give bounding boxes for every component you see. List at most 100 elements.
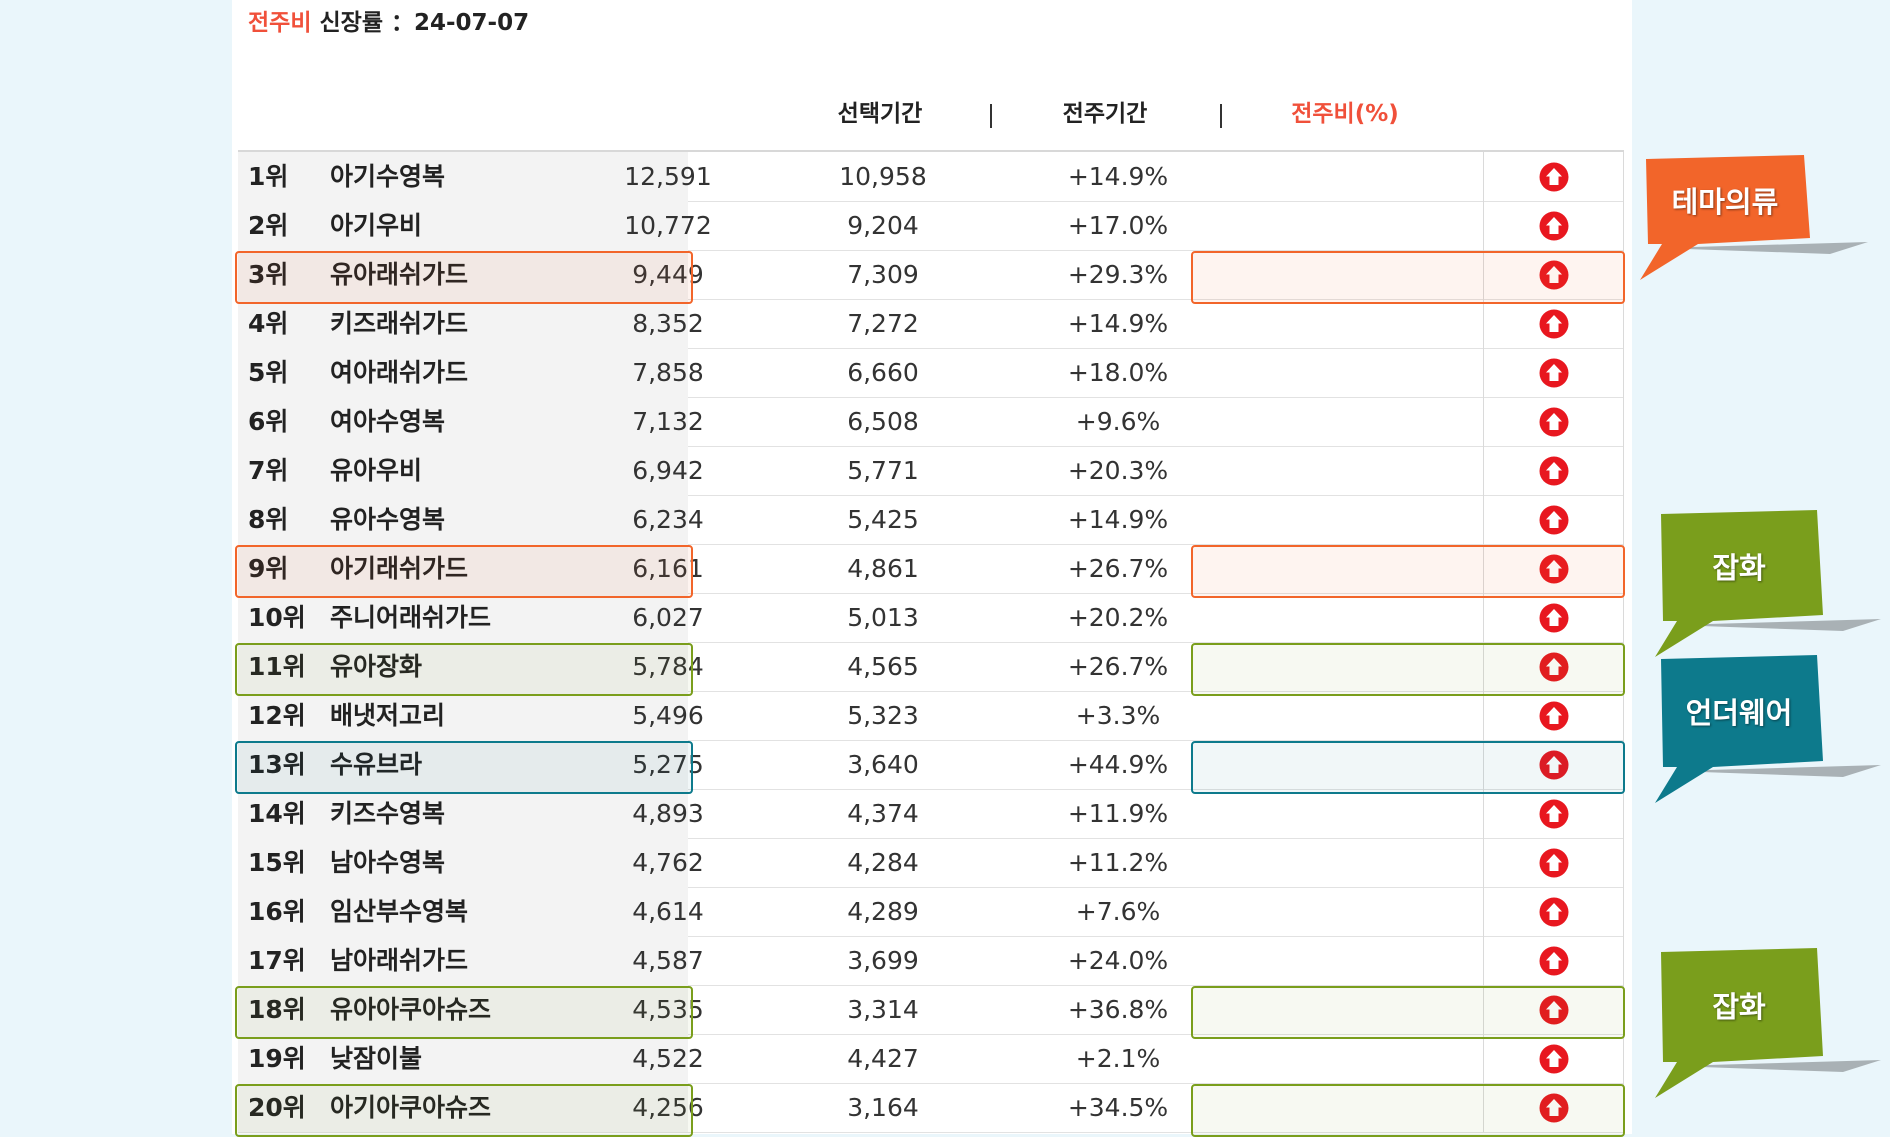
previous-period-value: 10,958	[839, 162, 927, 191]
previous-period-value: 3,314	[847, 995, 919, 1024]
column-divider	[1483, 544, 1484, 593]
week-ratio-value: +14.9%	[1067, 505, 1169, 534]
table-row[interactable]: 10위 주니어래쉬가드 6,027 5,013 +20.2%	[238, 593, 1624, 643]
table-row[interactable]: 7위 유아우비 6,942 5,771 +20.3%	[238, 446, 1624, 496]
highlight-box-ratio	[1191, 741, 1625, 794]
keyword-name[interactable]: 여아래쉬가드	[330, 358, 469, 387]
keyword-name[interactable]: 주니어래쉬가드	[330, 603, 492, 632]
column-header-ratio[interactable]: 전주비(%)	[1291, 101, 1399, 127]
arrow-up-icon	[1539, 897, 1569, 927]
week-ratio-value: +14.9%	[1067, 309, 1169, 338]
table-row[interactable]: 16위 임산부수영복 4,614 4,289 +7.6%	[238, 887, 1624, 937]
keyword-name[interactable]: 남아래쉬가드	[330, 946, 469, 975]
selected-period-value: 4,762	[632, 848, 704, 877]
table-row[interactable]: 1위 아기수영복 12,591 10,958 +14.9%	[238, 152, 1624, 202]
highlight-box-keyword	[235, 545, 693, 598]
previous-period-value: 5,771	[847, 456, 919, 485]
arrow-up-icon	[1539, 407, 1569, 437]
arrow-up-icon	[1539, 211, 1569, 241]
selected-period-value: 12,591	[624, 162, 712, 191]
previous-period-value: 4,374	[847, 799, 919, 828]
previous-period-value: 6,508	[847, 407, 919, 436]
speech-bubble-shape	[1655, 655, 1881, 803]
keyword-name[interactable]: 여아수영복	[330, 407, 446, 436]
keyword-name[interactable]: 아기래쉬가드	[330, 554, 469, 583]
keyword-name[interactable]: 수유브라	[330, 750, 423, 779]
highlight-box-keyword	[235, 1084, 693, 1137]
table-right-border	[1623, 299, 1624, 348]
column-header-previous[interactable]: 전주기간	[1062, 101, 1148, 127]
table-row[interactable]: 17위 남아래쉬가드 4,587 3,699 +24.0%	[238, 936, 1624, 986]
table-row[interactable]: 13위 수유브라 5,275 3,640 +44.9%	[238, 740, 1624, 790]
rank-label: 2위	[248, 211, 289, 240]
rank-label: 11위	[248, 652, 306, 681]
arrow-up-icon	[1539, 1044, 1569, 1074]
rank-name-cell: 3위 유아래쉬가드	[238, 250, 688, 299]
selected-period-value: 4,522	[632, 1044, 704, 1073]
table-right-border	[1623, 691, 1624, 740]
table-row[interactable]: 11위 유아장화 5,784 4,565 +26.7%	[238, 642, 1624, 692]
keyword-name[interactable]: 유아장화	[330, 652, 423, 681]
keyword-name[interactable]: 배냇저고리	[330, 701, 446, 730]
category-tag-label: 잡화	[1712, 551, 1766, 585]
rank-name-cell: 13위 수유브라	[238, 740, 688, 789]
selected-period-value: 7,858	[632, 358, 704, 387]
table-right-border	[1623, 936, 1624, 985]
table-row[interactable]: 6위 여아수영복 7,132 6,508 +9.6%	[238, 397, 1624, 447]
table-row[interactable]: 2위 아기우비 10,772 9,204 +17.0%	[238, 201, 1624, 251]
rank-name-cell: 2위 아기우비	[238, 201, 688, 250]
keyword-name[interactable]: 아기수영복	[330, 162, 446, 191]
keyword-name[interactable]: 아기우비	[330, 211, 423, 240]
column-divider	[1483, 642, 1484, 691]
week-ratio-value: +36.8%	[1067, 995, 1169, 1024]
keyword-name[interactable]: 남아수영복	[330, 848, 446, 877]
highlight-box-ratio	[1191, 1084, 1625, 1137]
rank-label: 6위	[248, 407, 289, 436]
previous-period-value: 4,427	[847, 1044, 919, 1073]
keyword-name[interactable]: 낮잠이불	[330, 1044, 423, 1073]
arrow-up-icon	[1539, 946, 1569, 976]
rank-name-cell: 19위 낮잠이불	[238, 1034, 688, 1083]
table-right-border	[1623, 838, 1624, 887]
rank-name-cell: 7위 유아우비	[238, 446, 688, 495]
column-divider	[1483, 838, 1484, 887]
column-divider	[1483, 789, 1484, 838]
keyword-name[interactable]: 유아우비	[330, 456, 423, 485]
highlight-box-ratio	[1191, 643, 1625, 696]
table-row[interactable]: 15위 남아수영복 4,762 4,284 +11.2%	[238, 838, 1624, 888]
table-row[interactable]: 5위 여아래쉬가드 7,858 6,660 +18.0%	[238, 348, 1624, 398]
column-header-selected[interactable]: 선택기간	[837, 101, 923, 127]
rank-label: 14위	[248, 799, 306, 828]
rank-name-cell: 10위 주니어래쉬가드	[238, 593, 688, 642]
selected-period-value: 6,234	[632, 505, 704, 534]
table-row[interactable]: 9위 아기래쉬가드 6,161 4,861 +26.7%	[238, 544, 1624, 594]
keyword-name[interactable]: 아기아쿠아슈즈	[330, 1093, 492, 1122]
rank-name-cell: 5위 여아래쉬가드	[238, 348, 688, 397]
previous-period-value: 4,289	[847, 897, 919, 926]
table-row[interactable]: 4위 키즈래쉬가드 8,352 7,272 +14.9%	[238, 299, 1624, 349]
table-row[interactable]: 8위 유아수영복 6,234 5,425 +14.9%	[238, 495, 1624, 545]
table-right-border	[1623, 593, 1624, 642]
table-top-border	[238, 150, 1624, 152]
column-divider	[1483, 691, 1484, 740]
category-tag-label: 테마의류	[1671, 185, 1779, 219]
arrow-up-icon	[1539, 505, 1569, 535]
keyword-name[interactable]: 유아아쿠아슈즈	[330, 995, 492, 1024]
previous-period-value: 3,640	[847, 750, 919, 779]
column-divider	[1483, 397, 1484, 446]
keyword-name[interactable]: 키즈래쉬가드	[330, 309, 469, 338]
table-row[interactable]: 12위 배냇저고리 5,496 5,323 +3.3%	[238, 691, 1624, 741]
week-ratio-value: +26.7%	[1067, 652, 1169, 681]
table-right-border	[1623, 152, 1624, 201]
keyword-name[interactable]: 임산부수영복	[330, 897, 469, 926]
rank-name-cell: 1위 아기수영복	[238, 152, 688, 201]
keyword-name[interactable]: 유아래쉬가드	[330, 260, 469, 289]
column-divider	[1483, 985, 1484, 1034]
table-right-border	[1623, 495, 1624, 544]
table-row[interactable]: 14위 키즈수영복 4,893 4,374 +11.9%	[238, 789, 1624, 839]
rank-name-cell: 18위 유아아쿠아슈즈	[238, 985, 688, 1034]
table-row[interactable]: 19위 낮잠이불 4,522 4,427 +2.1%	[238, 1034, 1624, 1084]
keyword-name[interactable]: 키즈수영복	[330, 799, 446, 828]
rank-name-cell: 12위 배냇저고리	[238, 691, 688, 740]
keyword-name[interactable]: 유아수영복	[330, 505, 446, 534]
